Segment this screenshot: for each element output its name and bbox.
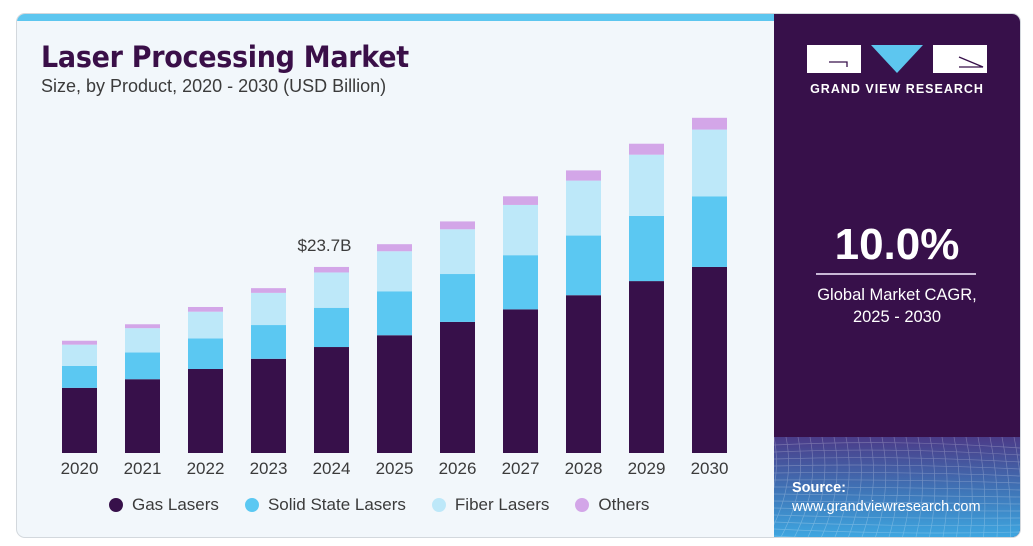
data-label-annotation: $23.7B	[298, 236, 352, 255]
cagr-label-line2: 2025 - 2030	[852, 308, 942, 326]
bar-segment-gas-2021	[125, 379, 160, 453]
bar-segment-gas-2027	[503, 309, 538, 453]
bar-segment-solid-2027	[503, 255, 538, 310]
legend-label: Others	[598, 495, 650, 514]
bar-segment-others-2022	[188, 306, 223, 312]
legend-label: Fiber Lasers	[454, 495, 550, 514]
bar-segment-gas-2025	[377, 335, 412, 453]
bar-segment-fiber-2028	[566, 180, 601, 236]
accent-top-bar	[17, 14, 774, 21]
x-tick-label: 2025	[376, 459, 414, 478]
chart-card: Laser Processing Market Size, by Product…	[17, 14, 1020, 537]
legend-item-solid: Solid State Lasers	[244, 495, 406, 515]
x-tick-label: 2021	[124, 459, 162, 478]
bar-segment-others-2026	[440, 221, 475, 230]
bar-segment-solid-2025	[377, 291, 412, 336]
bar-segment-fiber-2030	[692, 129, 727, 197]
source-url[interactable]: www.grandviewresearch.com	[792, 499, 981, 515]
cagr-value: 10.0%	[834, 220, 960, 269]
bar-segment-gas-2022	[188, 369, 223, 453]
bar-segment-gas-2028	[566, 295, 601, 453]
legend-swatch-icon	[109, 498, 123, 512]
source-background	[774, 437, 1020, 537]
cagr-divider	[816, 273, 976, 275]
brand-name: GRAND VIEW RESEARCH	[810, 82, 984, 96]
bar-segment-solid-2021	[125, 352, 160, 380]
bar-segment-others-2027	[503, 196, 538, 205]
bar-segment-fiber-2029	[629, 154, 664, 216]
source-block: Source: www.grandviewresearch.com	[792, 479, 981, 517]
bar-segment-solid-2024	[314, 307, 349, 348]
legend-label: Gas Lasers	[132, 495, 219, 514]
bar-segment-gas-2020	[62, 387, 97, 453]
bar-segment-fiber-2021	[125, 328, 160, 353]
chart-title: Laser Processing Market	[41, 40, 409, 74]
legend-label: Solid State Lasers	[267, 495, 406, 514]
bar-segment-others-2029	[629, 143, 664, 155]
bar-segment-others-2025	[377, 244, 412, 252]
bar-segment-others-2024	[314, 266, 349, 273]
legend-item-fiber: Fiber Lasers	[431, 495, 550, 515]
cagr-label-line1: Global Market CAGR,	[817, 286, 977, 304]
bar-segment-fiber-2023	[251, 292, 286, 326]
bar-segment-gas-2029	[629, 281, 664, 453]
sidebar-panel: GRAND VIEW RESEARCH 10.0% Global Market …	[774, 14, 1020, 537]
cagr-label: Global Market CAGR, 2025 - 2030	[774, 284, 1020, 328]
chart-legend: Gas Lasers Solid State Lasers Fiber Lasers…	[109, 495, 675, 515]
x-tick-label: 2026	[439, 459, 477, 478]
bar-segment-fiber-2020	[62, 344, 97, 366]
bar-segment-solid-2026	[440, 274, 475, 322]
bar-segment-solid-2020	[62, 365, 97, 388]
bar-segment-solid-2030	[692, 196, 727, 267]
bar-segment-gas-2023	[251, 358, 286, 453]
x-tick-label: 2029	[628, 459, 666, 478]
x-tick-label: 2024	[313, 459, 351, 478]
bar-segment-solid-2029	[629, 215, 664, 282]
bar-segment-gas-2026	[440, 321, 475, 453]
bar-segment-fiber-2022	[188, 311, 223, 339]
bar-segment-others-2020	[62, 340, 97, 345]
bar-segment-solid-2023	[251, 325, 286, 359]
bar-segment-fiber-2025	[377, 251, 412, 292]
grand-view-research-logo-icon	[807, 45, 987, 73]
bar-segment-solid-2022	[188, 338, 223, 370]
legend-item-gas: Gas Lasers	[109, 495, 219, 515]
bar-segment-others-2028	[566, 170, 601, 181]
legend-swatch-icon	[431, 498, 446, 512]
bar-segment-others-2021	[125, 324, 160, 329]
source-label: Source:	[792, 480, 846, 496]
chart-subtitle: Size, by Product, 2020 - 2030 (USD Billi…	[41, 76, 387, 96]
x-tick-label: 2028	[565, 459, 603, 478]
bar-segment-solid-2028	[566, 235, 601, 296]
legend-swatch-icon	[575, 498, 590, 512]
x-tick-label: 2030	[691, 459, 729, 478]
bar-segment-fiber-2024	[314, 272, 349, 308]
x-tick-label: 2022	[187, 459, 225, 478]
bar-segment-gas-2024	[314, 347, 349, 453]
legend-item-others: Others	[575, 495, 649, 515]
stacked-bar-chart: 2020 2021 2022 2023 2024 $23.7B 2025 2026 2027 20…	[61, 117, 729, 478]
bar-segment-others-2030	[692, 117, 727, 130]
mesh-grid-decoration-icon	[774, 437, 1020, 537]
x-tick-label: 2023	[250, 459, 288, 478]
bar-segment-fiber-2026	[440, 229, 475, 275]
bar-segment-others-2023	[251, 288, 286, 293]
x-tick-label: 2027	[502, 459, 540, 478]
x-tick-label: 2020	[61, 459, 99, 478]
bar-segment-gas-2030	[692, 266, 727, 453]
bar-segment-fiber-2027	[503, 204, 538, 256]
legend-swatch-icon	[244, 498, 259, 512]
